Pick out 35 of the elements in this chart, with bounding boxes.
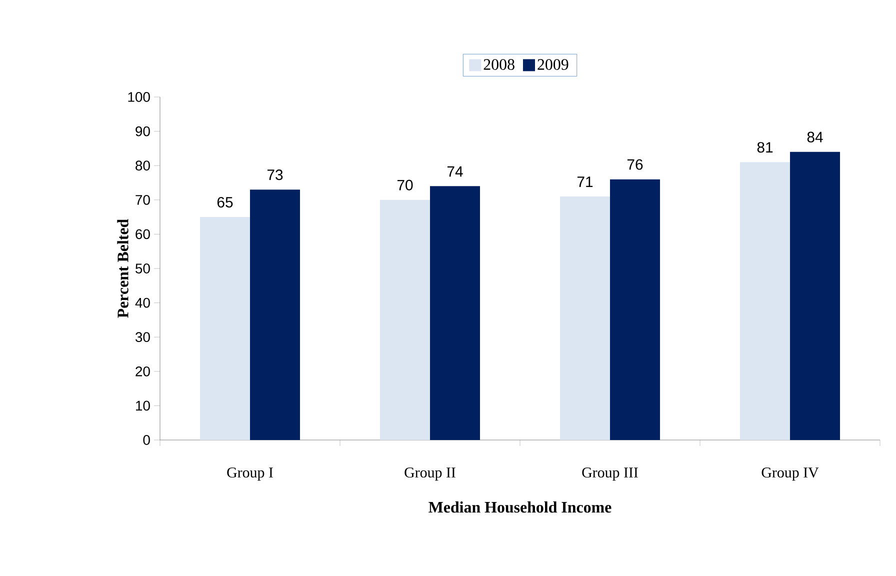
y-tick-label: 40: [135, 298, 150, 308]
data-label: 81: [757, 142, 773, 153]
y-tick-label: 20: [136, 366, 150, 376]
y-tick-label: 10: [136, 400, 150, 411]
x-tick-label: Group II: [404, 468, 456, 481]
y-axis-title: Percent Belted: [117, 219, 128, 318]
legend-label: 2009: [538, 59, 568, 70]
y-tick-label: 100: [128, 92, 150, 102]
data-label: 73: [267, 170, 283, 180]
y-tick-label: 50: [136, 264, 150, 274]
x-tick-label: Group IV: [762, 468, 819, 481]
y-tick-label: 60: [136, 229, 150, 240]
bar: [380, 200, 430, 440]
x-tick-label: Group I: [227, 468, 273, 481]
bar: [560, 196, 610, 440]
bar: [200, 217, 250, 440]
y-tick-label: 0: [143, 435, 150, 445]
y-tick-label: 90: [136, 126, 150, 136]
legend-label: 2008: [484, 59, 514, 70]
y-tick-label: 80: [136, 160, 150, 171]
y-tick-label: 70: [136, 194, 150, 205]
data-label: 84: [807, 132, 823, 142]
bar: [610, 179, 660, 440]
data-label: 70: [397, 180, 413, 190]
bar: [740, 162, 790, 440]
y-tick-label: 30: [135, 332, 150, 342]
data-label: 65: [217, 196, 233, 208]
x-axis-title: Median Household Income: [428, 501, 612, 513]
data-label: 76: [627, 159, 643, 170]
x-tick-label: Group III: [582, 468, 638, 481]
bar: [250, 190, 300, 440]
data-label: 71: [577, 176, 593, 187]
data-label: 74: [447, 166, 463, 177]
bar: [790, 152, 840, 440]
bar: [430, 186, 480, 440]
